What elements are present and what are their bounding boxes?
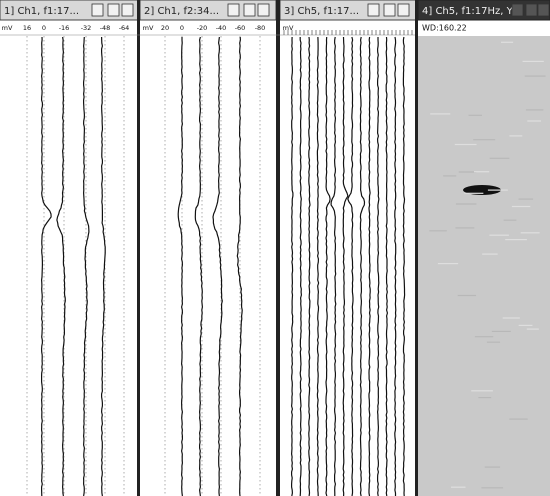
noise-streak bbox=[509, 135, 522, 136]
noise-streak bbox=[512, 206, 530, 207]
toolbar-icon[interactable] bbox=[384, 4, 395, 16]
noise-streak bbox=[521, 232, 540, 233]
scale-label: -48 bbox=[100, 24, 111, 32]
readout: WD:160.22 bbox=[422, 24, 467, 33]
toolbar-icon[interactable] bbox=[228, 4, 239, 16]
noise-streak bbox=[509, 419, 527, 420]
noise-streak bbox=[475, 336, 493, 337]
toolbar-icon[interactable] bbox=[538, 4, 549, 16]
noise-streak bbox=[525, 76, 546, 77]
noise-streak bbox=[487, 342, 500, 343]
trace bbox=[395, 37, 396, 496]
noise-streak bbox=[478, 397, 491, 398]
noise-streak bbox=[469, 115, 482, 116]
noise-streak bbox=[471, 390, 493, 391]
noise-streak bbox=[451, 487, 466, 488]
noise-streak bbox=[501, 42, 513, 43]
noise-streak bbox=[504, 220, 517, 221]
noise-streak bbox=[438, 263, 458, 264]
separator bbox=[276, 0, 280, 496]
scale-label: -80 bbox=[255, 24, 266, 32]
toolbar-icon[interactable] bbox=[512, 4, 523, 16]
noise-streak bbox=[455, 227, 474, 228]
noise-streak bbox=[473, 139, 495, 140]
noise-streak bbox=[459, 171, 477, 172]
noise-streak bbox=[481, 487, 503, 488]
noise-streak bbox=[488, 190, 508, 191]
scale-label: mV bbox=[143, 24, 154, 32]
noise-streak bbox=[455, 144, 477, 145]
panel-title: 1] Ch1, f1:17... bbox=[4, 6, 79, 17]
noise-streak bbox=[456, 203, 477, 204]
scale-label: 0 bbox=[42, 24, 46, 32]
noise-streak bbox=[526, 109, 544, 110]
toolbar-icon[interactable] bbox=[526, 4, 537, 16]
panel-title: 2] Ch1, f2:34... bbox=[144, 6, 219, 17]
toolbar-icon[interactable] bbox=[122, 4, 133, 16]
separator bbox=[137, 0, 140, 496]
scale-label: 20 bbox=[161, 24, 169, 32]
noise-streak bbox=[458, 295, 476, 296]
scale-label: -40 bbox=[216, 24, 227, 32]
toolbar-icon[interactable] bbox=[398, 4, 409, 16]
scale-label: 0 bbox=[180, 24, 184, 32]
radargram-image bbox=[418, 20, 550, 496]
noise-streak bbox=[527, 120, 541, 121]
toolbar-icon[interactable] bbox=[368, 4, 379, 16]
noise-streak bbox=[482, 254, 498, 255]
noise-streak bbox=[519, 199, 534, 200]
noise-streak bbox=[485, 467, 500, 468]
toolbar-icon[interactable] bbox=[244, 4, 255, 16]
noise-streak bbox=[519, 325, 533, 326]
panel-title: 4] Ch5, f1:17Hz, Y bbox=[422, 6, 514, 17]
toolbar-icon[interactable] bbox=[108, 4, 119, 16]
noise-streak bbox=[489, 235, 509, 236]
scale-label: mV bbox=[2, 24, 13, 32]
scale-label: 16 bbox=[23, 24, 31, 32]
scale-label: -16 bbox=[59, 24, 70, 32]
toolbar-icon[interactable] bbox=[258, 4, 269, 16]
noise-streak bbox=[490, 158, 510, 159]
noise-streak bbox=[430, 113, 450, 114]
noise-streak bbox=[505, 239, 527, 240]
scale-label: -60 bbox=[235, 24, 246, 32]
noise-streak bbox=[492, 331, 511, 332]
scale-label: -64 bbox=[119, 24, 130, 32]
noise-streak bbox=[474, 171, 489, 172]
noise-streak bbox=[503, 317, 520, 318]
panel-title: 3] Ch5, f1:17... bbox=[284, 6, 359, 17]
screen: 1] Ch1, f1:17... 2] Ch1, f2:34... 3] Ch5… bbox=[0, 0, 550, 496]
noise-streak bbox=[429, 230, 446, 231]
scale-label: -20 bbox=[197, 24, 208, 32]
noise-streak bbox=[523, 61, 544, 62]
noise-streak bbox=[527, 329, 539, 330]
toolbar-icon[interactable] bbox=[92, 4, 103, 16]
separator bbox=[415, 0, 418, 496]
noise-streak bbox=[464, 193, 483, 194]
scale-label: -32 bbox=[81, 24, 92, 32]
noise-streak bbox=[443, 175, 456, 176]
